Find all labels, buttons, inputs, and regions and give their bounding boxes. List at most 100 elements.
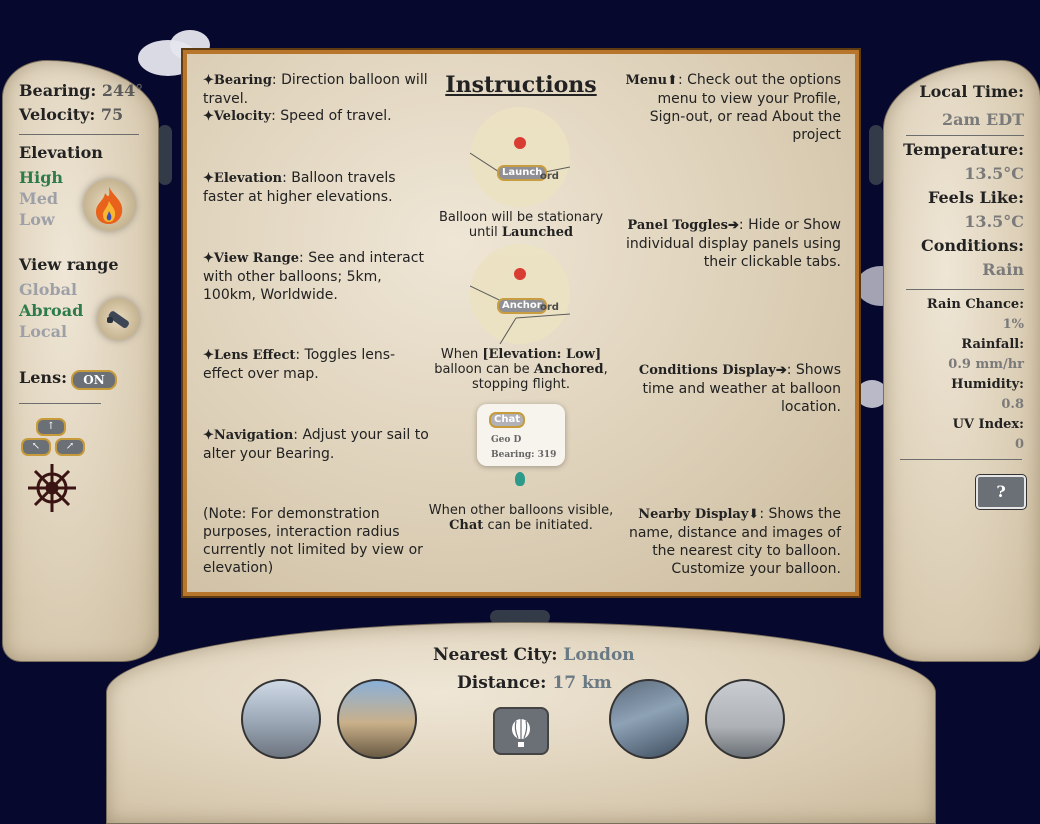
nearest-city-label: Nearest City: xyxy=(433,645,558,665)
desc: : Speed of travel. xyxy=(271,108,392,124)
demo-anchor-button: Anchor xyxy=(497,298,547,314)
desc: : Direction balloon will travel. xyxy=(203,72,428,107)
divider xyxy=(19,403,101,404)
city-image-1[interactable] xyxy=(241,679,321,759)
bearing-value: 244° xyxy=(101,81,144,100)
instruction-view-range: ✦View Range: See and interact with other… xyxy=(203,250,424,303)
instruction-bearing: ✦Bearing: Direction balloon will travel. xyxy=(203,72,428,107)
view-range-option-global[interactable]: Global xyxy=(19,280,78,299)
help-button[interactable]: ? xyxy=(976,475,1026,509)
elevation-option-high[interactable]: High xyxy=(19,168,64,187)
divider xyxy=(900,459,1022,460)
rainfall-label: Rainfall: xyxy=(961,337,1024,352)
humidity-label: Humidity: xyxy=(951,377,1024,392)
instruction-navigation: ✦Navigation: Adjust your sail to alter y… xyxy=(203,427,429,462)
velocity-label: Velocity: xyxy=(19,105,96,124)
anchor-demo: Anchor ord xyxy=(470,244,570,344)
term: Bearing xyxy=(213,73,272,88)
feels-like-label: Feels Like: xyxy=(928,188,1024,207)
uv-index-label: UV Index: xyxy=(952,417,1024,432)
launch-demo: Launch ord xyxy=(470,107,570,207)
desc: : Shows time and weather at balloon loca… xyxy=(642,362,841,415)
term: Velocity xyxy=(213,109,272,124)
view-range-option-abroad[interactable]: Abroad xyxy=(19,301,84,320)
humidity-value: 0.8 xyxy=(1001,397,1024,412)
caption-text: balloon can be xyxy=(434,362,530,377)
temperature-value: 13.5°C xyxy=(964,164,1024,183)
elevation-label: Elevation xyxy=(19,143,103,162)
uv-index-value: 0 xyxy=(1014,437,1024,452)
lens-toggle[interactable]: ON xyxy=(71,370,117,390)
elevation-option-med[interactable]: Med xyxy=(19,189,59,208)
desc: : See and interact with other balloons; … xyxy=(203,250,424,303)
term: Lens Effect xyxy=(213,348,296,363)
caption-term: Chat xyxy=(449,518,484,533)
chat-popup-demo: Chat Geo D Bearing: 319 xyxy=(477,404,565,466)
left-panel-tab[interactable] xyxy=(158,125,172,185)
term: Panel Toggles xyxy=(627,218,728,233)
term: Elevation xyxy=(213,171,283,186)
fire-icon xyxy=(83,179,135,231)
term: View Range xyxy=(213,251,300,266)
conditions-value: Rain xyxy=(982,260,1024,279)
city-image-3[interactable] xyxy=(609,679,689,759)
demo-map-text: ord xyxy=(540,171,559,182)
bearing-label: Bearing: xyxy=(19,81,97,100)
chat-popup-bearing: Bearing: 319 xyxy=(491,450,557,460)
elevation-option-low[interactable]: Low xyxy=(19,210,55,229)
instruction-menu: Menu⬆: Check out the options menu to vie… xyxy=(625,72,841,143)
help-icon: ? xyxy=(996,482,1006,501)
right-panel-tab[interactable] xyxy=(869,125,883,185)
instructions-title: Instructions xyxy=(445,72,597,98)
controls-panel: Bearing: 244° Velocity: 75 Elevation Hig… xyxy=(2,60,159,662)
desc: : Adjust your sail to alter your Bearing… xyxy=(203,427,429,462)
view-range-label: View range xyxy=(19,255,119,274)
cloud-decoration xyxy=(856,380,888,408)
balloon-icon xyxy=(510,717,532,747)
caption-launch: Balloon will be stationary until Launche… xyxy=(423,210,619,240)
view-range-option-local[interactable]: Local xyxy=(19,322,68,341)
bearing-readout: Bearing: 244° xyxy=(19,81,143,100)
caption-term: [Elevation: Low] xyxy=(482,347,602,362)
caption-term: Launched xyxy=(501,225,574,240)
local-time-value: 2am EDT xyxy=(942,110,1024,129)
sail-left-button[interactable]: ↖ xyxy=(21,438,51,456)
divider xyxy=(906,135,1024,136)
instruction-panel-toggles: Panel Toggles➔: Hide or Show individual … xyxy=(626,217,841,270)
nearest-city-value: London xyxy=(563,645,635,665)
term: Nearby Display xyxy=(638,507,749,522)
distance-label: Distance: xyxy=(457,673,547,693)
divider xyxy=(906,289,1024,290)
telescope-icon xyxy=(97,298,139,340)
caption-text: When xyxy=(440,347,479,362)
instruction-nearby: Nearby Display⬇: Shows the name, distanc… xyxy=(628,506,841,577)
demo-launch-button: Launch xyxy=(497,165,548,181)
bottom-panel-tab[interactable] xyxy=(490,610,550,624)
desc: : Balloon travels faster at higher eleva… xyxy=(203,170,396,205)
sail-right-button[interactable]: ↗ xyxy=(55,438,85,456)
chat-popup-name: Geo D xyxy=(491,435,522,445)
caption-chat: When other balloons visible, Chat can be… xyxy=(423,503,619,533)
city-image-2[interactable] xyxy=(337,679,417,759)
desc: : Hide or Show individual display panels… xyxy=(626,217,841,270)
city-image-4[interactable] xyxy=(705,679,785,759)
instruction-elevation: ✦Elevation: Balloon travels faster at hi… xyxy=(203,170,396,205)
distance-value: 17 km xyxy=(552,673,612,693)
ship-wheel-icon xyxy=(25,461,79,519)
demo-chat-button: Chat xyxy=(489,412,525,428)
instructions-overlay: Instructions ✦Bearing: Direction balloon… xyxy=(183,50,859,596)
sail-up-button[interactable]: ↑ xyxy=(36,418,66,436)
feels-like-value: 13.5°C xyxy=(964,212,1024,231)
velocity-value: 75 xyxy=(100,105,124,124)
desc: : Toggles lens-effect over map. xyxy=(203,347,396,382)
instruction-velocity: ✦Velocity: Speed of travel. xyxy=(203,108,392,124)
caption-text: When other balloons visible, xyxy=(428,503,614,518)
caption-text: Balloon will be stationary until xyxy=(438,210,604,240)
term: Menu xyxy=(625,73,668,88)
distance-readout: Distance: 17 km xyxy=(457,673,612,693)
instruction-conditions: Conditions Display➔: Shows time and weat… xyxy=(638,362,841,415)
desc: : Check out the options menu to view you… xyxy=(649,72,841,143)
customize-balloon-button[interactable] xyxy=(493,707,549,755)
balloon-icon xyxy=(515,472,525,486)
desc: : Shows the name, distance and images of… xyxy=(628,506,841,577)
